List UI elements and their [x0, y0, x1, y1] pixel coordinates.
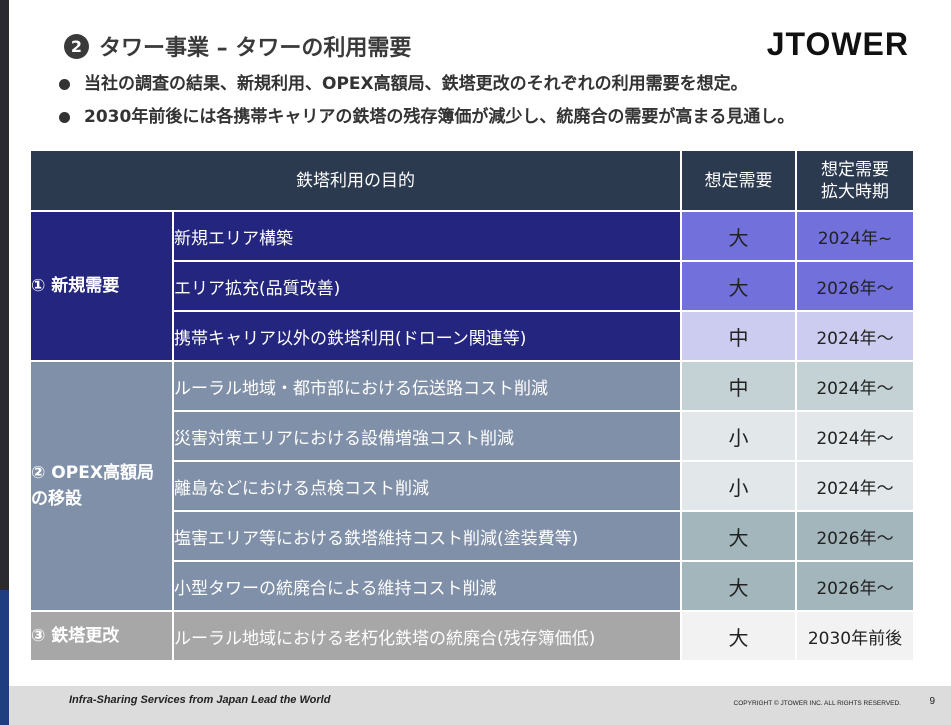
footer: Infra-Sharing Services from Japan Lead t… [9, 686, 951, 725]
demand-cell: 大 [680, 260, 797, 312]
demand-cell: 小 [680, 460, 797, 512]
company-logo: JTOWER [766, 26, 909, 62]
table-row: 離島などにおける点検コスト削減小 2024年～ [30, 460, 915, 512]
header-period: 想定需要 拡大時期 [795, 149, 915, 212]
period-cell: 2024年～ [795, 360, 915, 412]
purpose-cell: 離島などにおける点検コスト削減 [172, 460, 682, 512]
bullet-list: 当社の調査の結果、新規利用、OPEX高額局、鉄塔更改のそれぞれの利用需要を想定。… [59, 68, 794, 134]
bullet-text: 当社の調査の結果、新規利用、OPEX高額局、鉄塔更改のそれぞれの利用需要を想定。 [84, 74, 748, 94]
footer-copyright: COPYRIGHT © JTOWER INC. ALL RIGHTS RESER… [733, 700, 901, 707]
bullet-text: 2030年前後には各携帯キャリアの鉄塔の残存簿価が減少し、統廃合の需要が高まる見… [84, 107, 795, 127]
purpose-cell: 携帯キャリア以外の鉄塔利用(ドローン関連等) [172, 310, 682, 362]
table-row: エリア拡充(品質改善) 大 2026年～ [30, 260, 915, 312]
purpose-cell: ルーラル地域・都市部における伝送路コスト削減 [172, 360, 682, 412]
page-number: 9 [929, 696, 935, 707]
table-row: ② OPEX高額局の移設 ルーラル地域・都市部における伝送路コスト削減中 2024年… [29, 360, 915, 612]
period-cell: 2024年~ [795, 210, 915, 262]
header-demand: 想定需要 [680, 149, 797, 212]
bullet-item: 2030年前後には各携帯キャリアの鉄塔の残存簿価が減少し、統廃合の需要が高まる見… [59, 101, 794, 134]
header-period-text: 想定需要 拡大時期 [821, 159, 889, 202]
demand-cell: 大 [680, 560, 797, 612]
table-row: 塩害エリア等における鉄塔維持コスト削減(塗装費等) 大 2026年～ [30, 510, 915, 562]
header-purpose: 鉄塔利用の目的 [29, 149, 682, 212]
bullet-item: 当社の調査の結果、新規利用、OPEX高額局、鉄塔更改のそれぞれの利用需要を想定。 [59, 68, 794, 101]
bullet-dot-icon [59, 79, 70, 90]
purpose-cell: 小型タワーの統廃合による維持コスト削減 [172, 560, 682, 612]
demand-cell: 大 [680, 610, 797, 662]
demand-cell: 大 [680, 510, 797, 562]
demand-cell: 大 [680, 210, 797, 262]
period-cell: 2026年～ [795, 560, 915, 612]
period-cell: 2024年～ [795, 460, 915, 512]
category-cell: ② OPEX高額局の移設 [29, 360, 174, 612]
table-row: ① 新規需要 新規エリア構築大 2024年~ [29, 210, 915, 362]
category-cell: ① 新規需要 [29, 210, 174, 362]
period-cell: 2030年前後 [795, 610, 915, 662]
demand-cell: 小 [680, 410, 797, 462]
period-cell: 2026年～ [795, 260, 915, 312]
period-cell: 2024年～ [795, 410, 915, 462]
table-row: 携帯キャリア以外の鉄塔利用(ドローン関連等) 中 2024年～ [30, 310, 915, 362]
table-row: 災害対策エリアにおける設備増強コスト削減小 2024年～ [30, 410, 915, 462]
period-cell: 2026年～ [795, 510, 915, 562]
footer-tagline: Infra-Sharing Services from Japan Lead t… [69, 694, 331, 706]
page-title-text: タワー事業 – タワーの利用需要 [99, 36, 412, 61]
demand-cell: 中 [680, 310, 797, 362]
purpose-cell: 塩害エリア等における鉄塔維持コスト削減(塗装費等) [172, 510, 682, 562]
page-title: 2 タワー事業 – タワーの利用需要 [64, 30, 411, 62]
purpose-cell: 新規エリア構築 [172, 210, 682, 262]
section-number-badge: 2 [64, 33, 89, 59]
bullet-dot-icon [59, 112, 70, 123]
category-cell: ③ 鉄塔更改 [29, 610, 174, 662]
table-row: ③ 鉄塔更改 ルーラル地域における老朽化鉄塔の統廃合(残存簿価低) 大 2030年前後 [29, 610, 915, 662]
period-cell: 2024年～ [795, 310, 915, 362]
slide: 2 タワー事業 – タワーの利用需要 JTOWER 当社の調査の結果、新規利用、… [9, 0, 951, 725]
purpose-cell: ルーラル地域における老朽化鉄塔の統廃合(残存簿価低) [172, 610, 682, 662]
demand-cell: 中 [680, 360, 797, 412]
table-body: ① 新規需要 新規エリア構築大 2024年~ エリア拡充(品質改善) 大 2026年～ 携帯… [29, 210, 915, 662]
table-row: 小型タワーの統廃合による維持コスト削減大 2026年～ [30, 560, 915, 612]
purpose-cell: エリア拡充(品質改善) [172, 260, 682, 312]
table-header-row: 鉄塔利用の目的 想定需要 想定需要 拡大時期 [29, 149, 915, 212]
left-edge-strip [0, 590, 9, 725]
demand-table: 鉄塔利用の目的 想定需要 想定需要 拡大時期 ① 新規需要 新規エリア構築大 2024… [29, 149, 915, 662]
purpose-cell: 災害対策エリアにおける設備増強コスト削減 [172, 410, 682, 462]
